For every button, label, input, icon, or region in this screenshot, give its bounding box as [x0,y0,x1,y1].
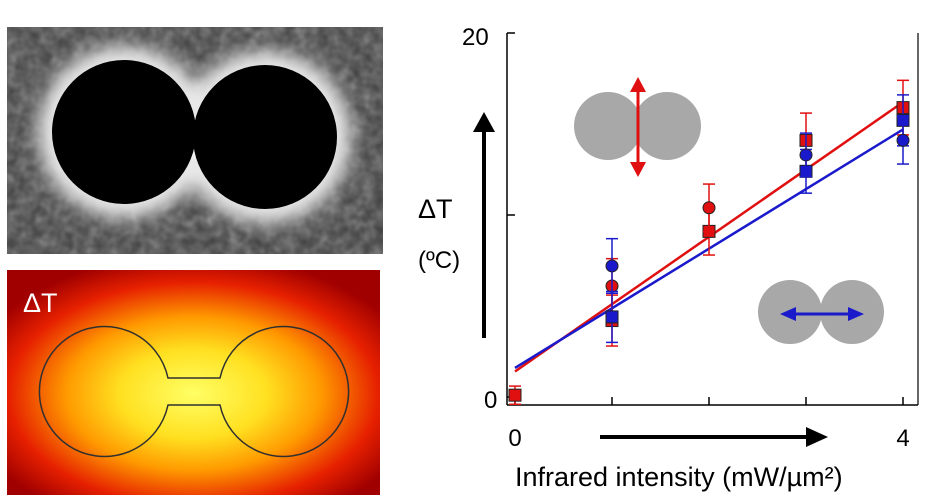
red-circle-point [702,201,716,215]
x-tick-label-4: 4 [896,425,909,452]
blue-circle-point [605,259,619,273]
sem-image-panel [7,27,383,254]
blue-circle-point [896,133,910,147]
axis-ticks [507,32,904,405]
y-axis-label: ΔT [418,194,453,224]
data-points [508,79,910,406]
y-tick-label-0: 0 [484,387,497,414]
x-axis-label: Infrared intensity (mW/µm²) [515,462,843,492]
temperature-heatmap-panel: ΔT [7,270,380,495]
sem-image [7,27,383,254]
blue-circle-point [799,148,813,162]
dimer-outline [38,325,350,458]
x-tick-label-0: 0 [508,425,521,452]
y-axis-unit: (ºC) [418,247,460,274]
y-tick-label-20: 20 [462,24,489,51]
x-direction-arrowhead [806,427,828,447]
temperature-heatmap: ΔT [7,270,380,495]
vertical-polarization-icon [574,77,701,177]
y-direction-arrowhead [473,112,495,132]
heatmap-label: ΔT [23,288,58,318]
blue-square-point [605,310,619,324]
red-square-point [508,388,522,402]
horizontal-polarization-icon [758,280,884,344]
